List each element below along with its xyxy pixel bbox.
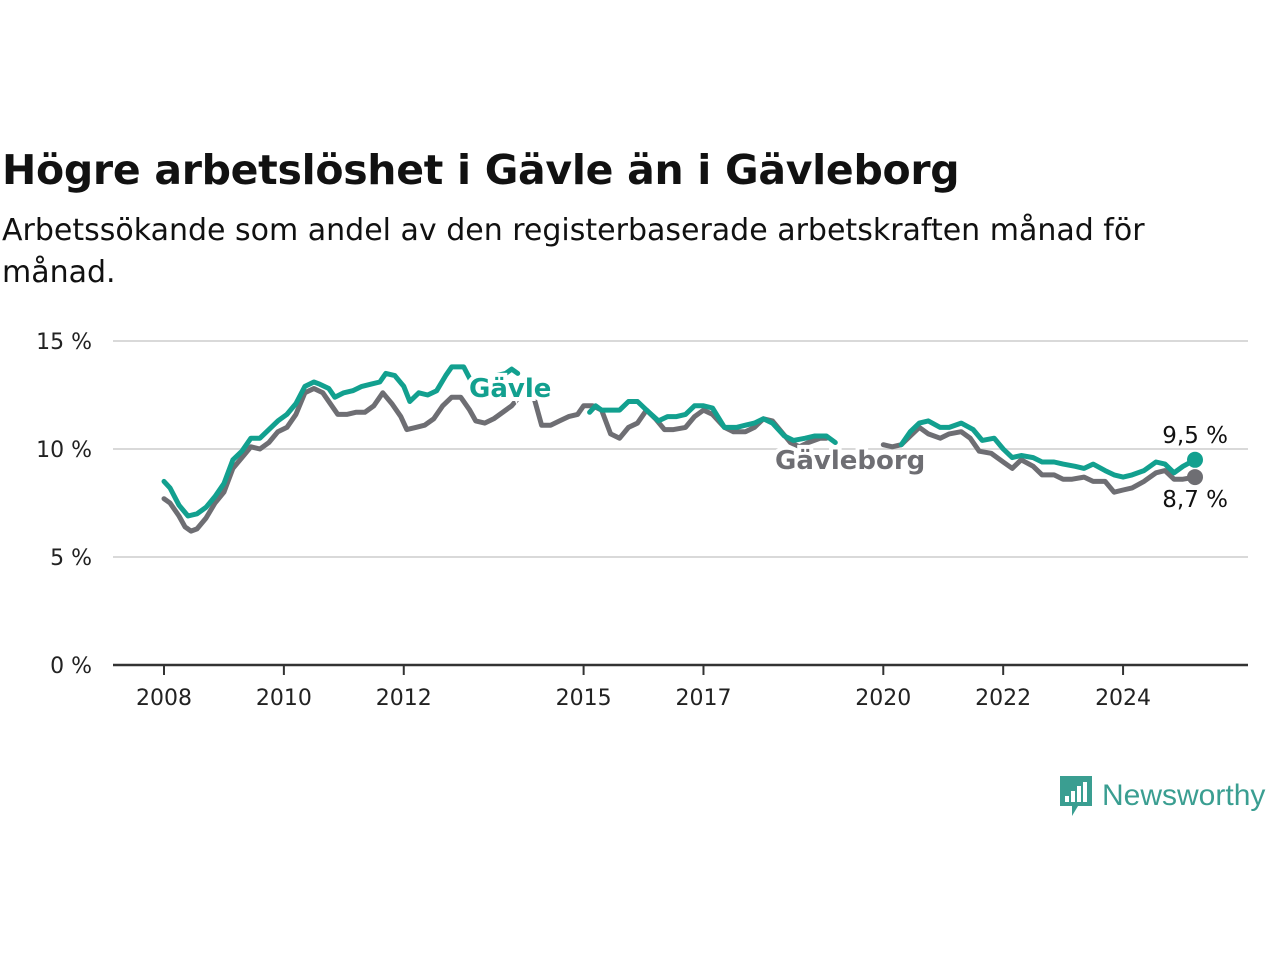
end-label-gavleborg: 8,7 %	[1162, 487, 1228, 513]
brand-name: Newsworthy	[1102, 779, 1266, 812]
x-tick-label: 2012	[376, 686, 432, 711]
chart-subtitle: Arbetssökande som andel av den registerb…	[2, 213, 1145, 290]
series-label-gavleborg: Gävleborg	[775, 446, 925, 476]
x-tick-label: 2022	[975, 686, 1031, 711]
x-tick-label: 2008	[136, 686, 192, 711]
series-line-gavleborg	[161, 386, 829, 534]
series-labels: Gävle Gävleborg 9,5 % 8,7 %	[465, 370, 1228, 513]
series-lines	[161, 364, 1203, 534]
x-tick-label: 2020	[855, 686, 911, 711]
y-tick-label: 15 %	[36, 330, 92, 355]
y-tick-label: 0 %	[50, 654, 92, 679]
end-point-gavleborg	[1187, 469, 1203, 486]
y-tick-label: 5 %	[50, 546, 92, 571]
x-tick-label: 2015	[556, 686, 612, 711]
end-label-gavle: 9,5 %	[1162, 423, 1228, 449]
series-line-gavle	[587, 399, 838, 445]
newsworthy-logo-icon	[1060, 776, 1092, 816]
x-tick-label: 2010	[256, 686, 312, 711]
gridlines	[113, 340, 1248, 558]
series-label-gavle: Gävle	[469, 374, 551, 404]
series-line-gavleborg	[880, 424, 1198, 495]
series-line-gavle	[898, 418, 1198, 480]
end-point-gavle	[1187, 451, 1203, 468]
line-chart: 0 %5 %10 %15 % 2008 2010 2012 2015 2017 2020 2…	[36, 330, 1248, 711]
x-axis: 2008 2010 2012 2015 2017 2020 2022 2024	[113, 663, 1248, 711]
y-axis: 0 % 5 % 10 % 15 %	[36, 330, 92, 679]
series-line-gavle	[161, 364, 521, 519]
newsworthy-brand: Newsworthy	[1058, 772, 1265, 820]
x-tick-label: 2024	[1095, 686, 1151, 711]
y-tick-label: 10 %	[36, 438, 92, 463]
chart-title: Högre arbetslöshet i Gävle än i Gävlebor…	[2, 146, 960, 194]
x-tick-label: 2017	[675, 686, 731, 711]
